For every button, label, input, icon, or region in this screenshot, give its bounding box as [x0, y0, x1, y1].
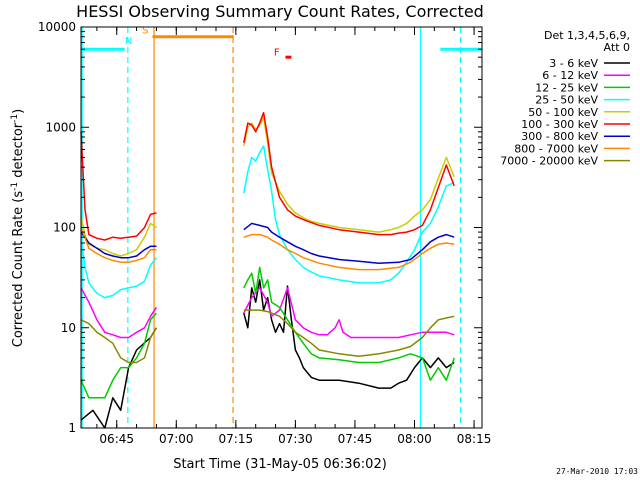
series-line-7: [80, 227, 157, 264]
series-line-3: [243, 145, 455, 284]
annotation-f: F: [274, 47, 280, 58]
series-line-6: [80, 231, 157, 259]
x-axis-label: Start Time (31-May-05 06:36:02): [173, 457, 387, 472]
y-tick-label: 1000: [45, 120, 76, 134]
series-line-0: [243, 279, 455, 389]
series-line-8: [243, 309, 455, 357]
series-line-2: [80, 312, 157, 399]
y-tick-label: 100: [53, 221, 76, 235]
legend-label: 6 - 12 keV: [542, 69, 598, 82]
series-line-0: [80, 327, 158, 429]
legend-label: 12 - 25 keV: [535, 81, 598, 94]
series-line-7: [243, 233, 455, 271]
x-tick-label: 07:45: [338, 432, 373, 446]
y-axis-label: Corrected Count Rate (s-1 detector-1): [10, 109, 26, 347]
x-tick-label: 07:30: [278, 432, 313, 446]
legend-label: 3 - 6 keV: [549, 57, 598, 70]
legend-title-line-2: Att 0: [604, 41, 630, 54]
x-tick-label: 08:00: [397, 432, 432, 446]
legend-label: 300 - 800 keV: [521, 130, 598, 143]
series-line-3: [80, 237, 157, 299]
y-tick-label: 1: [68, 421, 76, 435]
series-line-2: [243, 266, 455, 381]
y-tick-label: 10000: [38, 20, 76, 34]
annotation-s: S: [142, 26, 148, 37]
series-line-1: [243, 287, 455, 339]
legend-label: 7000 - 20000 keV: [500, 155, 598, 168]
timestamp: 27-Mar-2010 17:03: [556, 467, 638, 476]
annotation-n: N: [125, 36, 132, 47]
x-tick-label: 06:45: [99, 432, 134, 446]
y-tick-label: 10: [61, 321, 76, 335]
legend-label: 25 - 50 keV: [535, 94, 598, 107]
legend-label: 800 - 7000 keV: [514, 142, 598, 155]
y-axis-ticks: 1 10 100 1000 10000: [38, 20, 482, 435]
series-line-6: [243, 222, 455, 264]
x-tick-label: 08:15: [457, 432, 492, 446]
series-line-1: [80, 287, 158, 339]
x-axis-ticks: 06:45 07:00 07:15 07:30 07:45 08:00 08:15: [96, 27, 492, 446]
legend-label: 50 - 100 keV: [528, 106, 598, 119]
series-line-4: [243, 116, 455, 233]
chart-title: HESSI Observing Summary Count Rates, Cor…: [76, 2, 484, 21]
series-line-5: [80, 131, 157, 241]
plot-area: NS F: [80, 26, 482, 429]
series-line-5: [243, 111, 455, 236]
legend-title-line-1: Det 1,3,4,5,6,9,: [544, 29, 630, 42]
x-tick-label: 07:00: [159, 432, 194, 446]
series-line-8: [80, 319, 158, 364]
x-tick-label: 07:15: [219, 432, 254, 446]
legend-label: 100 - 300 keV: [521, 118, 598, 131]
